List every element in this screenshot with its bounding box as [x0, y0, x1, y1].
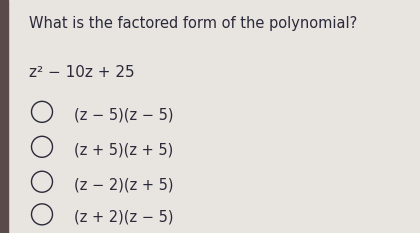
Text: (z + 5)(z + 5): (z + 5)(z + 5) — [74, 142, 173, 157]
Text: What is the factored form of the polynomial?: What is the factored form of the polynom… — [29, 16, 358, 31]
Text: (z + 2)(z − 5): (z + 2)(z − 5) — [74, 210, 173, 225]
Text: (z − 2)(z + 5): (z − 2)(z + 5) — [74, 177, 173, 192]
Bar — [0, 0, 8, 233]
Text: (z − 5)(z − 5): (z − 5)(z − 5) — [74, 107, 173, 122]
Text: z² − 10z + 25: z² − 10z + 25 — [29, 65, 135, 80]
